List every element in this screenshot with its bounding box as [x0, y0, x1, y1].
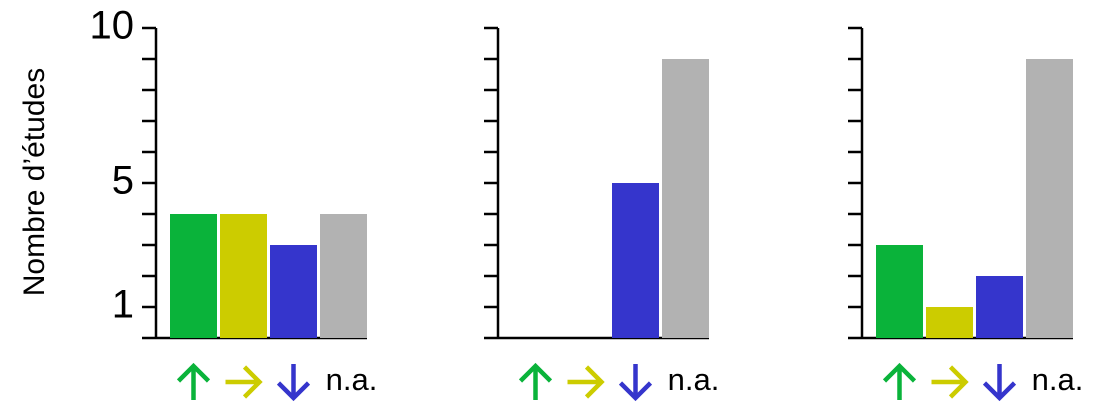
- arrow-right-2-icon-path: [567, 365, 605, 399]
- bar-3-1: [876, 245, 923, 338]
- arrow-down-3-icon-path: [982, 364, 1017, 402]
- chart-panel-2: n.a.: [484, 26, 720, 402]
- bar-1-1: [170, 214, 217, 338]
- arrow-right-3-icon-path: [931, 365, 969, 399]
- arrow-down-2-icon: [618, 364, 653, 402]
- bar-2-4: [662, 59, 709, 338]
- bar-3-2: [926, 307, 973, 338]
- bar-3-3: [976, 276, 1023, 338]
- category-label-na-3: n.a.: [1032, 362, 1084, 397]
- arrow-down-2-icon-path: [618, 364, 653, 402]
- y-tick-label-10: 10: [90, 4, 135, 48]
- arrow-down-3-icon: [982, 364, 1017, 402]
- chart-panel-3: n.a.: [848, 26, 1084, 402]
- arrow-up-1-icon: [176, 362, 211, 400]
- arrow-right-3-icon: [931, 365, 969, 399]
- arrow-down-1-icon-path: [276, 364, 311, 402]
- arrow-right-2-icon: [567, 365, 605, 399]
- chart-panel-1: 1 5 10 Nombre d’études n.a.: [18, 4, 378, 402]
- bar-1-2: [220, 214, 267, 338]
- arrow-down-1-icon: [276, 364, 311, 402]
- arrow-up-3-icon-path: [882, 362, 917, 400]
- arrow-up-3-icon: [882, 362, 917, 400]
- category-label-na-2: n.a.: [668, 362, 720, 397]
- category-label-na-1: n.a.: [326, 362, 378, 397]
- bar-1-3: [270, 245, 317, 338]
- arrow-up-1-icon-path: [176, 362, 211, 400]
- bar-2-3: [612, 183, 659, 338]
- y-axis-label: Nombre d’études: [18, 68, 51, 296]
- bar-1-4: [320, 214, 367, 338]
- bar-3-4: [1026, 59, 1073, 338]
- y-tick-label-5: 5: [112, 159, 134, 203]
- arrow-up-2-icon-path: [518, 362, 553, 400]
- arrow-right-1-icon-path: [225, 365, 263, 399]
- arrow-right-1-icon: [225, 365, 263, 399]
- y-tick-label-1: 1: [112, 283, 134, 327]
- arrow-up-2-icon: [518, 362, 553, 400]
